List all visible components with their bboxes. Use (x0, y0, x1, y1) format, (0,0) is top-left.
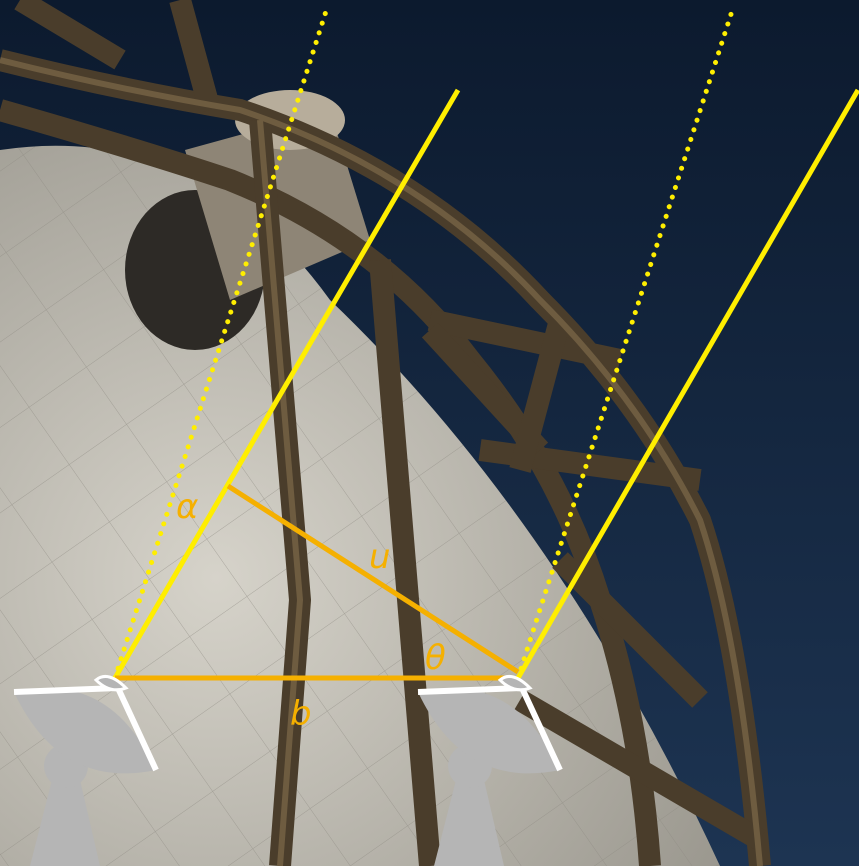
label-alpha: α (176, 487, 198, 527)
truss-highlights (0, 57, 763, 866)
label-u: u (369, 537, 391, 577)
solid-ray-left (112, 88, 461, 680)
dotted-ray-right (515, 5, 736, 681)
dotted-ray-left (112, 5, 330, 681)
label-b: b (290, 694, 312, 734)
label-theta: θ (425, 638, 446, 678)
solid-ray-right (515, 88, 859, 680)
telescope-photo-backdrop (0, 0, 771, 866)
left-antenna-radio-dish-icon (13, 674, 159, 866)
projected-baseline-u (226, 483, 520, 675)
right-antenna-radio-dish-icon (417, 674, 563, 866)
